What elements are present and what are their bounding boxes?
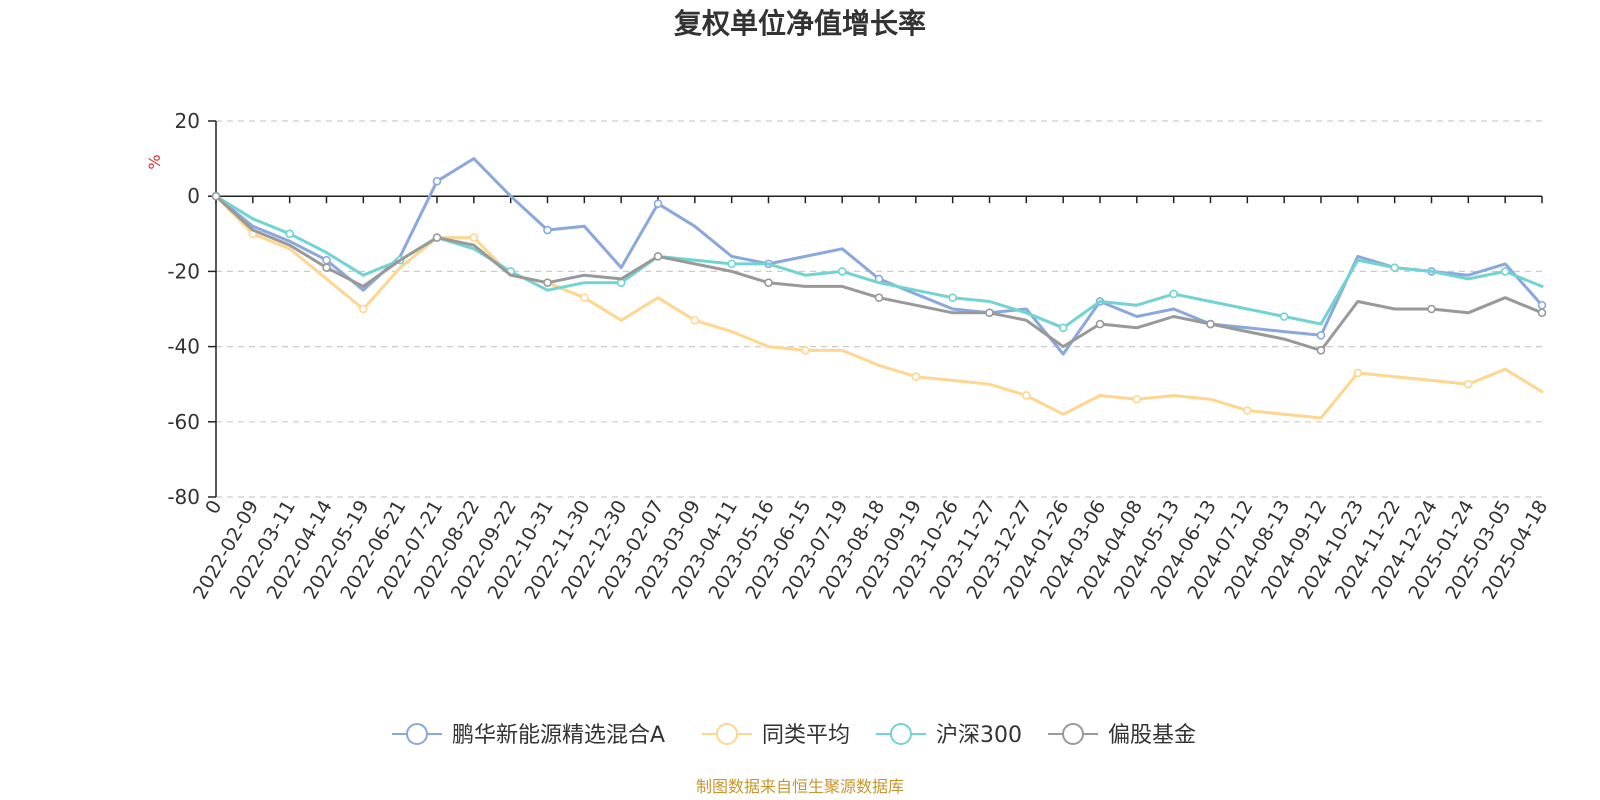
series-marker <box>837 267 847 276</box>
series-marker <box>1390 263 1399 272</box>
series-marker <box>432 233 442 242</box>
series-marker <box>432 176 442 186</box>
series-marker <box>764 278 773 287</box>
legend-label: 偏股基金 <box>1108 723 1196 748</box>
y-tick-label: -40 <box>167 335 200 359</box>
legend-marker <box>890 723 912 745</box>
series-marker <box>543 278 552 287</box>
series-marker <box>1353 368 1363 378</box>
legend-marker <box>716 723 738 745</box>
chart-title: 复权单位净值增长率 <box>674 7 926 40</box>
series-marker <box>801 346 810 355</box>
series-marker <box>1132 394 1142 404</box>
series-marker <box>727 259 736 269</box>
legend-item[interactable]: 鹏华新能源精选混合A <box>392 723 665 748</box>
series-marker <box>653 252 663 261</box>
y-tick-label: -80 <box>167 485 200 509</box>
source-note: 制图数据来自恒生聚源数据库 <box>696 777 904 796</box>
y-tick-label: 0 <box>187 184 200 208</box>
series-marker <box>211 191 221 201</box>
series-marker <box>1206 319 1215 329</box>
x-tick-label: 0 <box>201 497 226 518</box>
series-marker <box>1537 300 1547 310</box>
y-tick-label: -60 <box>167 410 200 434</box>
legend-item[interactable]: 偏股基金 <box>1048 723 1196 748</box>
series-lines <box>211 157 1547 420</box>
series-marker <box>1169 289 1178 299</box>
y-tick-label: 20 <box>175 109 200 133</box>
series-marker <box>653 199 663 209</box>
series-marker <box>543 225 552 235</box>
series-marker <box>1464 379 1473 389</box>
series-marker <box>1427 304 1436 314</box>
series-line <box>214 194 1544 352</box>
series-marker <box>1243 406 1252 415</box>
series-marker <box>1316 346 1326 355</box>
series-marker <box>690 315 700 325</box>
series-marker <box>1279 312 1289 321</box>
legend-label: 同类平均 <box>762 723 850 748</box>
series-marker <box>469 233 479 242</box>
y-tick-label: -20 <box>167 259 200 283</box>
legend-label: 沪深300 <box>936 723 1022 748</box>
series-marker <box>1022 391 1031 400</box>
legend: 鹏华新能源精选混合A 同类平均 沪深300 偏股基金 <box>392 723 1196 748</box>
series-marker <box>285 229 294 239</box>
y-tick-labels: 20 0 -20 -40 -60 -80 <box>167 109 200 509</box>
grid-lines <box>216 120 1542 498</box>
y-axis-unit: % <box>145 154 164 169</box>
series-marker <box>359 304 368 314</box>
x-tick-labels: 02022-02-092022-03-112022-04-142022-05-1… <box>189 496 1552 603</box>
series-marker <box>985 308 994 318</box>
series-marker <box>1058 323 1068 333</box>
legend-label: 鹏华新能源精选混合A <box>452 723 665 748</box>
series-line <box>214 194 1544 330</box>
series-marker <box>1537 308 1547 318</box>
axes <box>208 120 1543 498</box>
series-marker <box>322 255 331 265</box>
legend-marker <box>1062 723 1084 745</box>
series-marker <box>911 372 921 381</box>
series-marker <box>1500 267 1510 276</box>
series-marker <box>580 293 589 303</box>
legend-item[interactable]: 沪深300 <box>876 723 1022 748</box>
legend-item[interactable]: 同类平均 <box>702 723 850 748</box>
series-marker <box>874 293 884 303</box>
series-marker <box>948 293 957 303</box>
series-marker <box>1316 331 1326 340</box>
series-marker <box>1095 319 1105 329</box>
legend-marker <box>406 723 428 745</box>
series-marker <box>322 263 331 272</box>
